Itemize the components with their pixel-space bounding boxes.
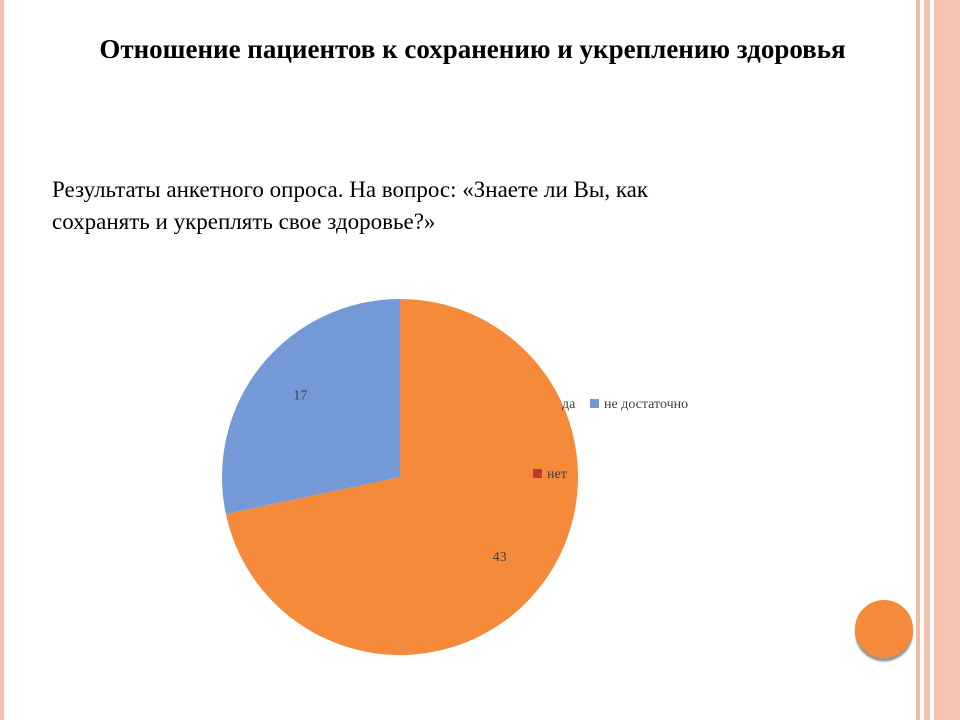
left-border-decoration (0, 0, 4, 720)
legend-label-1: не достаточно (604, 397, 688, 412)
decorative-circle (855, 600, 913, 658)
legend-swatch-1 (590, 399, 599, 408)
pie-data-label-2: 17 (293, 389, 307, 404)
slide-title: Отношение пациентов к сохранению и укреп… (99, 34, 846, 64)
legend-swatch-0 (548, 399, 557, 408)
pie-slice-0 (225, 299, 579, 655)
legend-swatch-2 (533, 469, 542, 478)
right-border-decoration (916, 0, 960, 720)
legend-label-2: нет (547, 467, 567, 482)
legend-label-0: да (562, 397, 576, 412)
pie-data-label-0: 43 (493, 550, 507, 565)
slide-subtitle: Результаты анкетного опроса. На вопрос: … (52, 177, 649, 234)
pie-slice-2 (221, 299, 400, 515)
